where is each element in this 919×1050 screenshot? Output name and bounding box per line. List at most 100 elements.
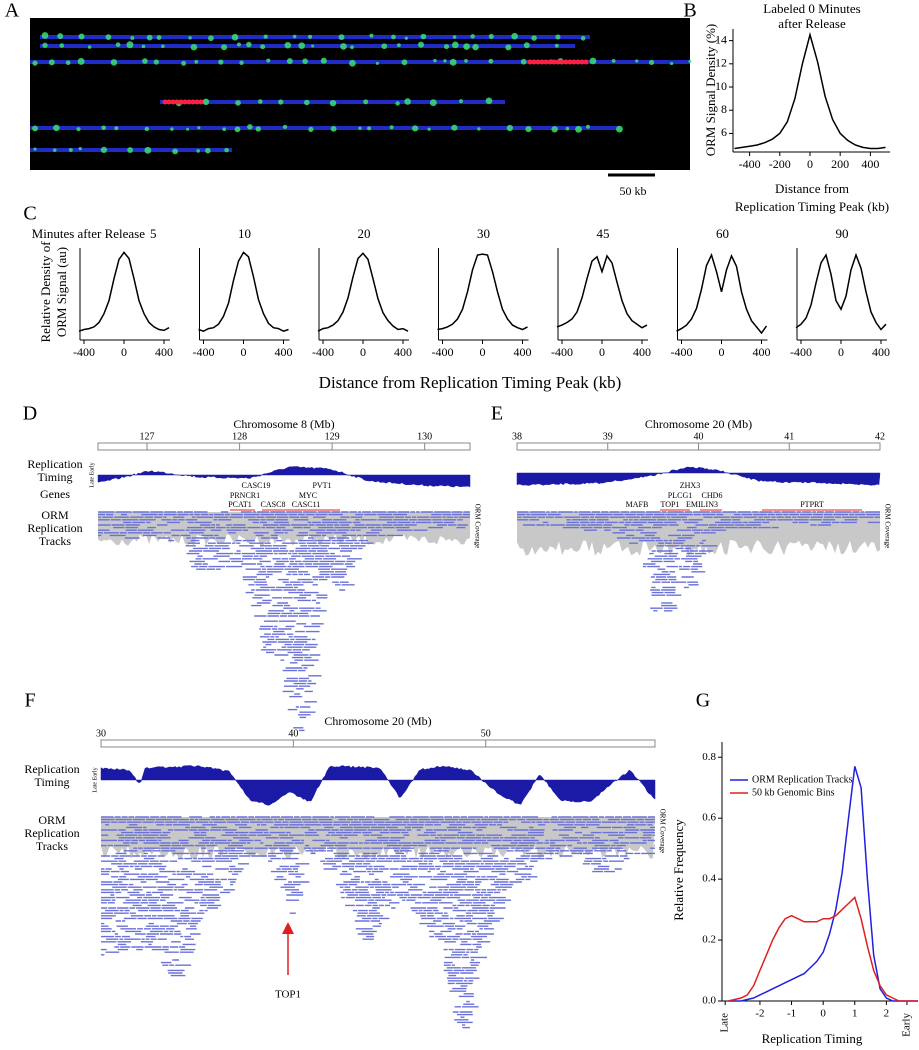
timing-track [100, 765, 656, 806]
label-spot [302, 58, 308, 65]
track-label: Replication [27, 457, 82, 471]
red-spot [539, 59, 545, 65]
label-spot [218, 59, 224, 65]
label-spot [258, 99, 263, 104]
x-tick-label: -400 [73, 345, 95, 359]
label-spot [52, 148, 57, 152]
x-tick-label: 0 [807, 157, 813, 171]
browser-title: Chromosome 8 (Mb) [233, 417, 334, 431]
data-line [728, 895, 918, 1002]
gene-label: CASC19 [242, 481, 271, 490]
label-spot [196, 149, 201, 153]
label-spot [580, 36, 586, 41]
red-spot [190, 99, 196, 105]
label-spot [688, 59, 692, 63]
label-spot [525, 126, 532, 133]
gene-label: PCAT1 [228, 500, 252, 509]
red-spot [531, 59, 537, 65]
label-spot [585, 124, 590, 129]
x-tick-label: -400 [790, 345, 812, 359]
label-spot [236, 42, 241, 47]
label-spot [340, 43, 347, 50]
label-spot [234, 126, 241, 133]
label-spot [130, 35, 135, 40]
x-tick-label: -2 [755, 1008, 764, 1020]
label-spot [53, 124, 60, 132]
y-axis-label: Relative Frequency [671, 819, 686, 921]
label-spot [194, 60, 199, 64]
data-line [198, 251, 289, 333]
label-spot [505, 44, 512, 51]
label-spot [477, 127, 481, 131]
x-tick-label: 400 [514, 345, 532, 359]
x-tick-label: 400 [633, 345, 651, 359]
y-tick-label: 0.4 [702, 873, 716, 885]
chart-title: after Release [778, 16, 846, 31]
label-spot [349, 59, 356, 67]
label-spot [126, 41, 134, 49]
label-spot [284, 41, 292, 49]
label-spot [115, 42, 121, 48]
label-spot [531, 35, 537, 41]
label-spot [76, 127, 81, 132]
label-spot [363, 99, 369, 105]
gene-label: CASC8 [261, 500, 286, 509]
label-spot [292, 34, 297, 39]
x-axis-label: Distance from Replication Timing Peak (k… [319, 373, 622, 392]
x-tick-label: 0 [838, 345, 844, 359]
label-spot [141, 44, 146, 49]
red-spot [583, 59, 589, 65]
y-axis-label: ORM Signal Density (%) [703, 24, 718, 157]
coordinate-label: 40 [694, 431, 704, 442]
panel-letter: E [491, 403, 503, 425]
coordinate-bar [97, 442, 471, 451]
label-spot [127, 147, 134, 153]
coverage-label: ORM Coverage [473, 504, 481, 549]
label-spot [395, 101, 400, 106]
red-spot [563, 59, 569, 65]
x-tick-label: 0 [241, 345, 247, 359]
y-tick-label: 0.6 [702, 812, 716, 824]
label-spot [669, 61, 674, 66]
coordinate-label: 41 [784, 431, 794, 442]
track-label: Genes [40, 487, 70, 501]
red-spot [543, 59, 549, 65]
coordinate-label: 50 [481, 728, 491, 739]
red-spot [198, 99, 204, 105]
label-spot [520, 58, 527, 65]
panel-letter: A [5, 0, 20, 22]
label-spot [616, 125, 623, 133]
x-tick-label: -400 [312, 345, 334, 359]
y-tick-label: 0.8 [702, 751, 716, 763]
label-spot [554, 43, 559, 48]
label-spot [381, 43, 388, 50]
x-tick-label: -400 [671, 345, 693, 359]
data-line [676, 252, 768, 335]
label-spot [156, 35, 162, 40]
red-spot [551, 59, 557, 65]
label-spot [205, 147, 211, 154]
fiber [40, 35, 590, 39]
chart-title: 5 [150, 226, 157, 241]
coordinate-label: 38 [512, 431, 522, 442]
x-tick-label: -400 [193, 345, 215, 359]
label-spot [404, 98, 411, 105]
label-spot [87, 45, 92, 49]
red-spot [559, 59, 565, 65]
red-spot [178, 99, 184, 105]
y-tick-label: 0.0 [702, 995, 716, 1007]
label-spot [391, 34, 396, 40]
label-spot [77, 57, 85, 65]
label-spot [266, 58, 271, 63]
label-spot [48, 59, 55, 66]
x-tick-label: 0 [599, 345, 605, 359]
x-tick-label: 0 [480, 345, 486, 359]
label-spot [278, 99, 284, 105]
x-tick-label: Late [719, 1013, 731, 1033]
gene-label: PTPRT [800, 500, 824, 509]
red-spot [555, 59, 561, 65]
label-spot [57, 33, 64, 40]
panel-letter: G [696, 690, 710, 712]
data-line [556, 254, 648, 329]
label-spot [329, 99, 337, 107]
